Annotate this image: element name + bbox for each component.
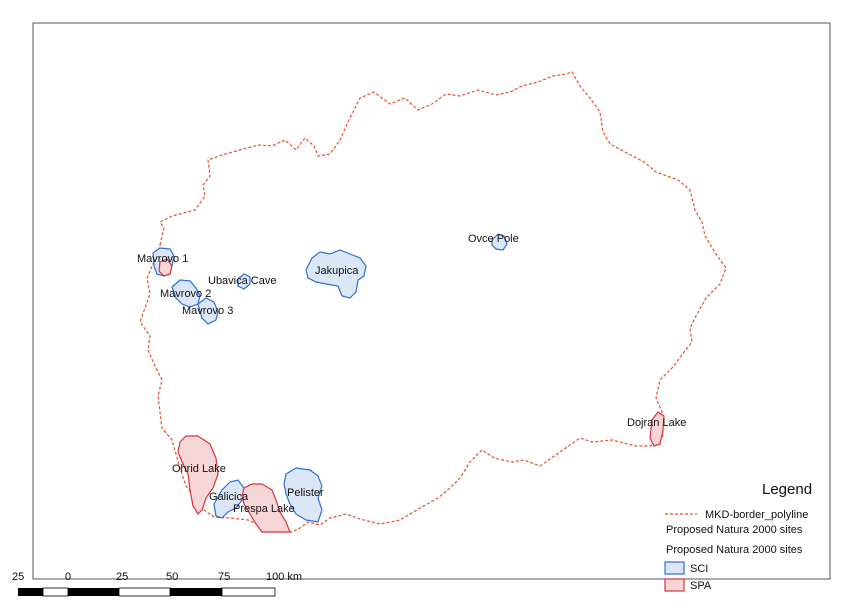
legend-group2: Proposed Natura 2000 sites xyxy=(666,544,803,556)
country-border xyxy=(139,71,727,533)
scale-tick-label: 100 km xyxy=(266,571,302,583)
scale-bar: 25 0 25 50 75 100 km xyxy=(0,571,330,610)
label-pelister: Pelister xyxy=(287,487,324,499)
scale-segment xyxy=(42,587,69,597)
sci-ovcepole xyxy=(491,233,508,251)
scale-tick-label: 25 xyxy=(12,571,24,583)
sci-mavrovo2 xyxy=(171,279,201,308)
legend-spa-swatch xyxy=(664,578,685,592)
legend: Legend MKD-border_polyline Proposed Natu… xyxy=(664,481,812,592)
label-ohrid: Ohrid Lake xyxy=(172,463,226,475)
sci-galicica xyxy=(213,479,245,519)
sci-mavrovo3 xyxy=(197,297,219,325)
label-mavrovo1: Mavrovo 1 xyxy=(137,253,188,265)
scale-tick-label: 25 xyxy=(116,571,128,583)
label-prespa: Prespa Lake xyxy=(233,503,295,515)
scale-segment xyxy=(18,588,43,596)
scale-segment xyxy=(118,587,171,597)
legend-sci-swatch xyxy=(664,561,685,575)
legend-sci-label: SCI xyxy=(690,563,708,575)
legend-spa-label: SPA xyxy=(690,580,712,592)
spa-dojran xyxy=(649,411,665,447)
legend-group1: Proposed Natura 2000 sites xyxy=(666,524,803,536)
label-ubavica: Ubavica Cave xyxy=(208,275,276,287)
label-mavrovo2: Mavrovo 2 xyxy=(160,288,211,300)
sci-jakupica xyxy=(305,249,367,299)
legend-border-label: MKD-border_polyline xyxy=(705,509,808,521)
label-galicica: Galicica xyxy=(209,491,249,503)
sci-pelister xyxy=(283,467,323,523)
label-jakupica: Jakupica xyxy=(315,265,359,277)
legend-title: Legend xyxy=(762,481,812,498)
scale-tick-label: 50 xyxy=(166,571,178,583)
label-ovcepole: Ovce Pole xyxy=(468,233,519,245)
scale-tick-label: 75 xyxy=(218,571,230,583)
label-mavrovo3: Mavrovo 3 xyxy=(182,305,233,317)
scale-segment xyxy=(221,587,276,597)
label-dojran: Dojran Lake xyxy=(627,417,686,429)
spa-ohrid xyxy=(177,435,219,515)
scale-segment xyxy=(170,588,222,596)
spa-prespa xyxy=(241,483,291,533)
scale-tick-label: 0 xyxy=(65,571,71,583)
spa-mavrovo1 xyxy=(158,258,173,277)
map-frame xyxy=(32,22,831,580)
sci-ubavica xyxy=(237,273,251,290)
scale-segment xyxy=(68,588,119,596)
